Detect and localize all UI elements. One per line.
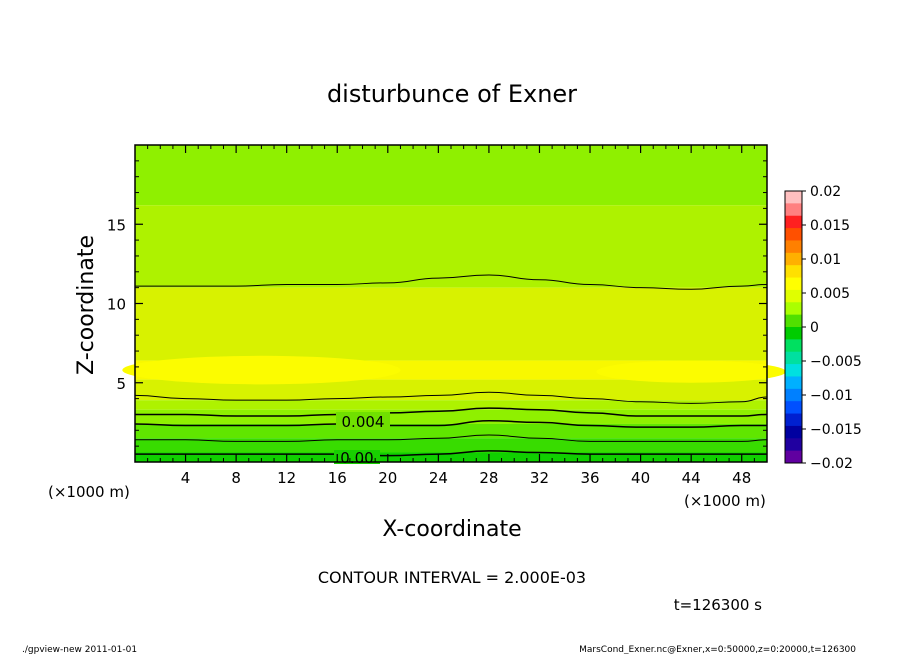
colorbar-label: −0.015: [810, 422, 862, 438]
x-axis-label: X-coordinate: [382, 517, 521, 542]
colorbar-swatch: [785, 203, 802, 217]
y-tick-label: 10: [107, 296, 126, 314]
contour-band: [135, 145, 767, 206]
colorbar-swatch: [785, 438, 802, 452]
y-axis: 5 10 15: [107, 160, 767, 447]
contour-line: [135, 434, 768, 442]
x-tick-label: 24: [429, 469, 448, 487]
colorbar-swatch: [785, 364, 802, 377]
colorbar-label: −0.02: [810, 456, 853, 472]
time-text: t=126300 s: [674, 596, 762, 614]
contour-band: [135, 287, 767, 361]
colorbar-label: −0.01: [810, 388, 853, 404]
contour-label-000: 0.00: [340, 449, 373, 467]
contour-band: [135, 438, 767, 453]
colorbar-swatch: [785, 191, 802, 204]
contour-band: [135, 205, 767, 288]
x-tick-label: 40: [631, 469, 650, 487]
colorbar-swatch: [785, 240, 802, 254]
colorbar-swatch: [785, 413, 802, 427]
colorbar-swatch: [785, 314, 802, 328]
colorbar-swatch: [785, 327, 802, 340]
colorbar-swatch: [785, 302, 802, 316]
contour-label-bg: [334, 450, 380, 464]
max-region: [122, 355, 401, 385]
colorbar-swatch: [785, 265, 802, 279]
y-tick-label: 5: [116, 375, 126, 393]
colorbar-swatch: [785, 289, 802, 303]
contour-interval-text: CONTOUR INTERVAL = 2.000E-03: [318, 568, 586, 587]
colorbar-label: 0.015: [810, 218, 850, 234]
footer-left: ./gpview-new 2011-01-01: [22, 645, 137, 654]
contour-band: [135, 379, 767, 401]
x-tick-label: 20: [378, 469, 397, 487]
x-tick-label: 12: [277, 469, 296, 487]
contour-band: [135, 452, 767, 462]
x-axis: 4 8 12 16 20 24 28 32 36 40 44 48: [147, 145, 755, 487]
colorbar-swatch: [785, 450, 802, 464]
colorbar-label: 0: [810, 320, 819, 336]
contour-line: [134, 407, 768, 417]
contour-line: [135, 274, 768, 290]
x-tick-label: 28: [479, 469, 498, 487]
colorbar-swatch: [785, 388, 802, 402]
colorbar-swatch: [785, 252, 802, 266]
x-tick-label: 32: [530, 469, 549, 487]
colorbar-swatch: [785, 351, 802, 365]
contour-label-0004: 0.004: [342, 413, 385, 431]
contour-label-bg: [336, 412, 390, 430]
chart-title: disturbunce of Exner: [327, 80, 577, 108]
colorbar-swatch: [785, 401, 802, 415]
y-tick-label: 15: [107, 216, 126, 234]
colorbar-swatch: [785, 339, 802, 353]
contour-line: [134, 391, 768, 404]
colorbar-swatch: [785, 425, 802, 439]
contour-line: [134, 450, 767, 457]
x-tick-label: 44: [682, 469, 701, 487]
plot-area: [122, 145, 786, 462]
colorbar-label: −0.005: [810, 354, 862, 370]
colorbar: [784, 190, 803, 464]
x-unit-right: (×1000 m): [684, 492, 766, 510]
x-tick-label: 8: [231, 469, 241, 487]
x-tick-label: 16: [328, 469, 347, 487]
colorbar-label: 0.005: [810, 286, 850, 302]
colorbar-labels: 0.02 0.015 0.01 0.005 0 −0.005 −0.01 −0.015 −0.0…: [802, 184, 862, 472]
colorbar-swatch: [785, 228, 802, 241]
colorbar-label: 0.01: [810, 252, 841, 268]
contour-line: [134, 420, 767, 428]
colorbar-swatch: [785, 277, 802, 291]
contour-band: [135, 423, 767, 439]
colorbar-swatch: [785, 215, 802, 229]
contour-lines: [134, 274, 768, 457]
footer-right: MarsCond_Exner.nc@Exner,x=0:50000,z=0:20…: [579, 645, 856, 654]
max-region: [596, 360, 786, 383]
y-axis-label: Z-coordinate: [74, 235, 99, 375]
contour-band: [135, 409, 767, 424]
x-unit-left: (×1000 m): [48, 483, 130, 501]
x-tick-label: 48: [732, 469, 751, 487]
colorbar-swatch: [785, 376, 802, 390]
x-tick-label: 4: [181, 469, 191, 487]
x-tick-label: 36: [580, 469, 599, 487]
contour-band: [135, 400, 767, 410]
colorbar-label: 0.02: [810, 184, 841, 200]
